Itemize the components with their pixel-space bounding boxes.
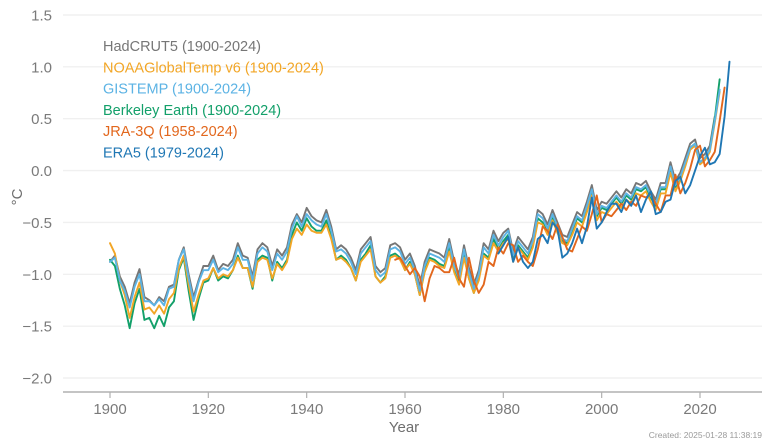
y-tick-label: 1.0 bbox=[31, 59, 52, 76]
x-tick-label: 1900 bbox=[93, 401, 126, 418]
data-series-group bbox=[109, 60, 731, 330]
gridlines bbox=[63, 14, 762, 379]
x-tick-label: 2020 bbox=[683, 401, 716, 418]
series-line-hadcrut5 bbox=[109, 115, 716, 307]
legend-item-berkeley[interactable]: Berkeley Earth (1900-2024) bbox=[103, 103, 281, 119]
axes bbox=[63, 391, 762, 398]
legend-item-hadcrut5[interactable]: HadCRUT5 (1900-2024) bbox=[103, 39, 261, 55]
y-tick-label: −2.0 bbox=[22, 371, 52, 388]
y-axis-tick-labels: −2.0 −1.5 −1.0 −0.5 0.0 0.5 1.0 1.5 bbox=[22, 8, 52, 388]
created-timestamp: Created: 2025-01-28 11:38:19 bbox=[649, 430, 763, 440]
x-tick-label: 1940 bbox=[290, 401, 323, 418]
y-tick-label: 1.5 bbox=[31, 8, 52, 25]
series-line-jra3q bbox=[394, 86, 726, 303]
y-tick-label: 0.5 bbox=[31, 111, 52, 128]
series-line-noaaglobaltemp bbox=[109, 90, 721, 319]
x-tick-label: 1960 bbox=[388, 401, 421, 418]
y-tick-label: −0.5 bbox=[22, 215, 52, 232]
x-axis-tick-labels: 1900 1920 1940 1960 1980 2000 2020 bbox=[93, 401, 716, 418]
legend-item-noaaglobaltemp[interactable]: NOAAGlobalTemp v6 (1900-2024) bbox=[103, 60, 324, 76]
y-tick-label: −1.5 bbox=[22, 319, 52, 336]
series-line-gistemp bbox=[109, 88, 721, 309]
x-axis-title: Year bbox=[389, 419, 419, 436]
legend-item-gistemp[interactable]: GISTEMP (1900-2024) bbox=[103, 82, 251, 98]
x-tick-label: 1980 bbox=[487, 401, 520, 418]
y-axis-title: °C bbox=[9, 188, 26, 205]
y-tick-label: 0.0 bbox=[31, 163, 52, 180]
series-line-era5 bbox=[497, 60, 731, 270]
x-tick-label: 1920 bbox=[192, 401, 225, 418]
legend-item-jra3q[interactable]: JRA-3Q (1958-2024) bbox=[103, 124, 238, 140]
y-tick-label: −1.0 bbox=[22, 267, 52, 284]
x-tick-label: 2000 bbox=[585, 401, 618, 418]
legend: HadCRUT5 (1900-2024) NOAAGlobalTemp v6 (1… bbox=[103, 39, 324, 162]
legend-item-era5[interactable]: ERA5 (1979-2024) bbox=[103, 146, 224, 162]
